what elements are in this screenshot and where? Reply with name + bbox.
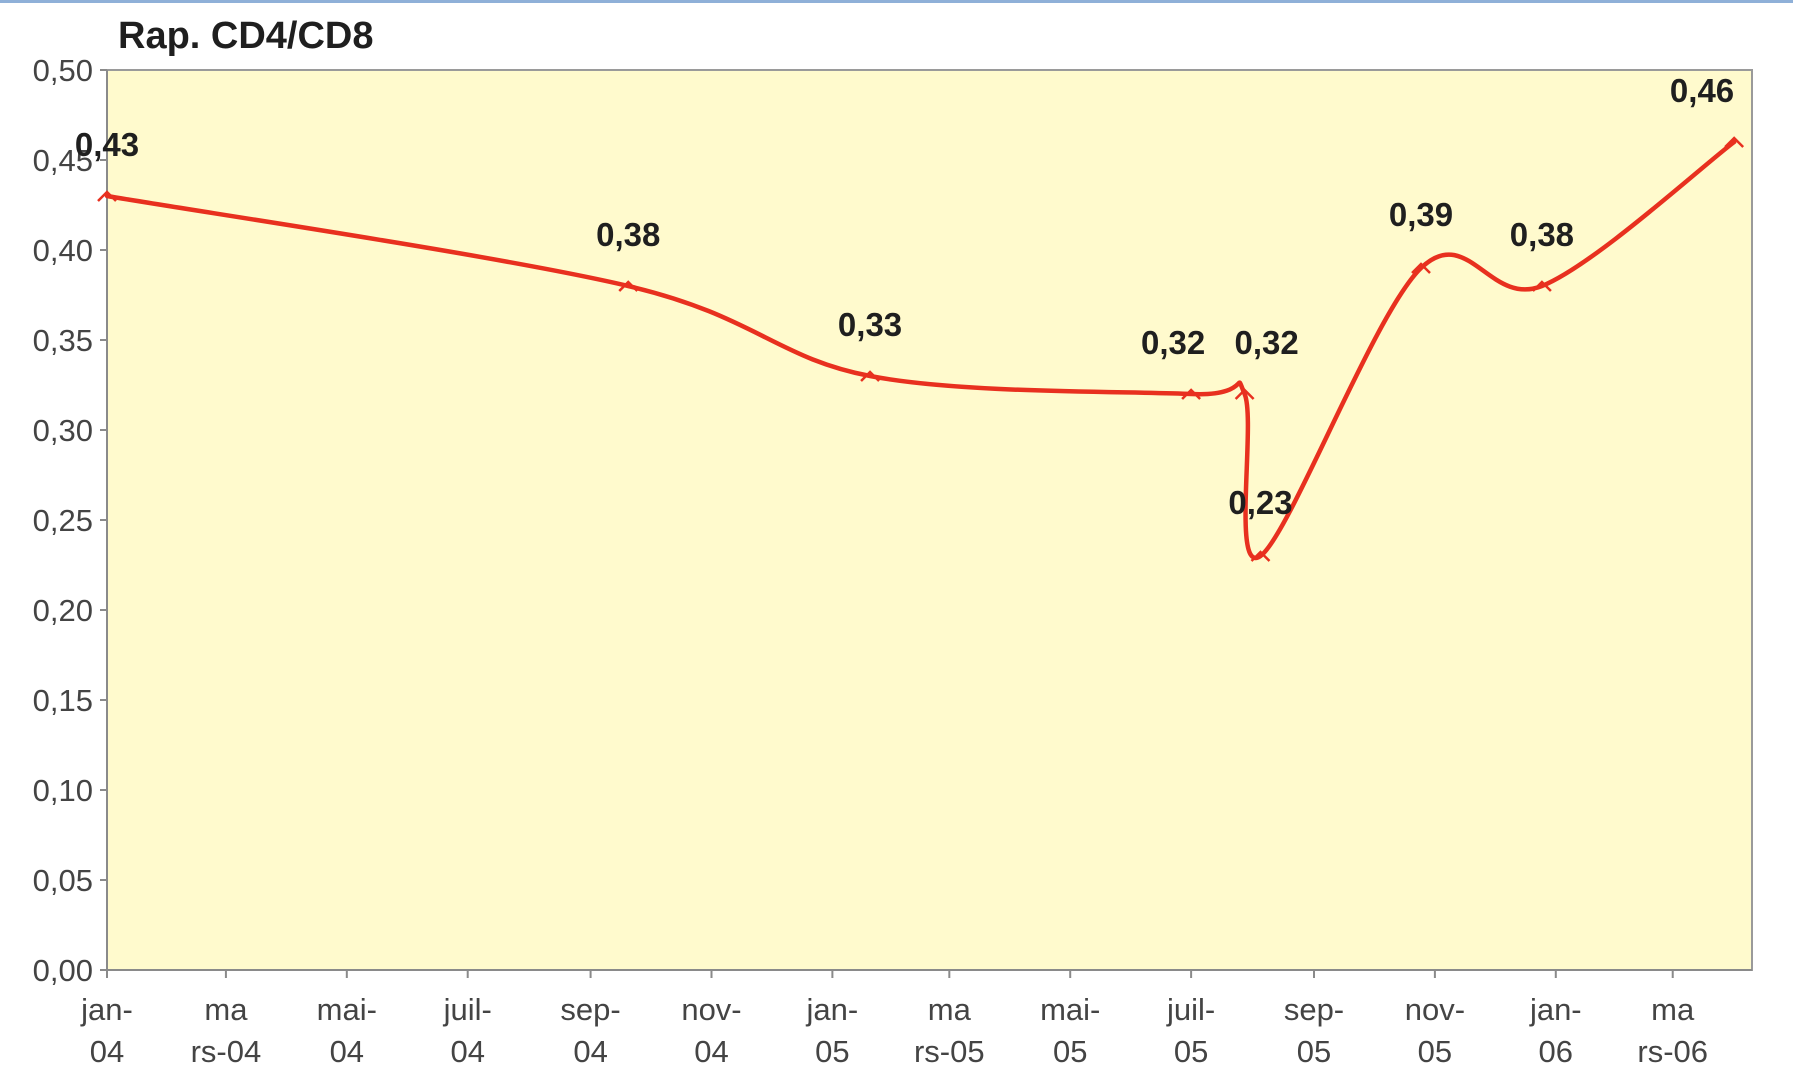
y-tick-label: 0,20 — [33, 593, 93, 628]
x-tick-label: rs-05 — [914, 1034, 985, 1069]
data-label: 0,39 — [1389, 196, 1453, 233]
data-label: 0,23 — [1228, 484, 1292, 521]
x-tick-label: nov- — [1405, 992, 1465, 1027]
y-tick-label: 0,30 — [33, 413, 93, 448]
y-tick-label: 0,15 — [33, 683, 93, 718]
x-tick-label: juil- — [1166, 992, 1215, 1027]
y-axis: 0,00 0,05 0,10 0,15 0,20 0,25 0,30 0,35 0,40 0,45… — [33, 53, 108, 988]
x-tick-label: 04 — [694, 1034, 728, 1069]
data-point-marker — [860, 370, 880, 382]
x-tick-label: ma — [204, 992, 248, 1027]
y-tick-label: 0,05 — [33, 863, 93, 898]
x-tick-label: mai- — [317, 992, 377, 1027]
x-tick-label: mai- — [1040, 992, 1100, 1027]
data-point-marker — [1532, 280, 1552, 292]
data-point-marker — [1181, 388, 1201, 400]
data-point-marker — [1250, 550, 1271, 562]
y-tick-label: 0,45 — [33, 143, 93, 178]
x-tick-label: juil- — [443, 992, 492, 1027]
x-tick-label: rs-06 — [1637, 1034, 1708, 1069]
x-tick-label: 04 — [573, 1034, 607, 1069]
y-tick-label: 0,35 — [33, 323, 93, 358]
plot-area — [106, 69, 1753, 971]
data-label: 0,32 — [1235, 324, 1299, 361]
y-tick-label: 0,40 — [33, 233, 93, 268]
x-tick-label: 04 — [330, 1034, 364, 1069]
data-point-marker — [1724, 136, 1745, 148]
data-point-marker — [97, 190, 117, 202]
x-tick-label: jan- — [80, 992, 133, 1027]
x-tick-label: nov- — [681, 992, 741, 1027]
x-tick-label: ma — [928, 992, 972, 1027]
y-tick-label: 0,00 — [33, 953, 93, 988]
data-label: 0,43 — [75, 126, 139, 163]
x-tick-label: 04 — [90, 1034, 124, 1069]
data-point-marker — [1234, 388, 1255, 400]
x-tick-label: sep- — [560, 992, 620, 1027]
data-label: 0,38 — [596, 216, 660, 253]
x-tick-label: rs-04 — [191, 1034, 262, 1069]
x-tick-label: 06 — [1539, 1034, 1573, 1069]
top-border — [0, 0, 1793, 3]
x-tick-label: 05 — [1053, 1034, 1087, 1069]
data-point-marker — [618, 280, 639, 292]
data-point-marker — [1411, 262, 1431, 274]
x-tick-label: 05 — [1418, 1034, 1452, 1069]
x-tick-label: 04 — [450, 1034, 484, 1069]
chart-title: Rap. CD4/CD8 — [118, 15, 374, 57]
x-tick-label: sep- — [1284, 992, 1344, 1027]
x-tick-label: 05 — [1174, 1034, 1208, 1069]
data-labels: 0,43 0,38 0,33 0,32 0,32 0,23 0,39 0,38 0,46 — [75, 72, 1745, 562]
x-axis: jan- 04 ma rs-04 mai- 04 juil- 04 sep- 04 nov- 04 ja… — [80, 969, 1752, 1069]
y-tick-label: 0,10 — [33, 773, 93, 808]
data-label: 0,32 — [1141, 324, 1205, 361]
data-label: 0,33 — [838, 306, 902, 343]
y-tick-label: 0,50 — [33, 53, 93, 88]
data-label: 0,38 — [1510, 216, 1574, 253]
series-line — [104, 139, 1737, 561]
x-tick-label: ma — [1651, 992, 1695, 1027]
data-label: 0,46 — [1670, 72, 1734, 109]
y-tick-label: 0,25 — [33, 503, 93, 538]
x-tick-label: jan- — [1529, 992, 1582, 1027]
x-tick-label: 05 — [815, 1034, 849, 1069]
x-tick-label: 05 — [1297, 1034, 1331, 1069]
x-tick-label: jan- — [806, 992, 859, 1027]
